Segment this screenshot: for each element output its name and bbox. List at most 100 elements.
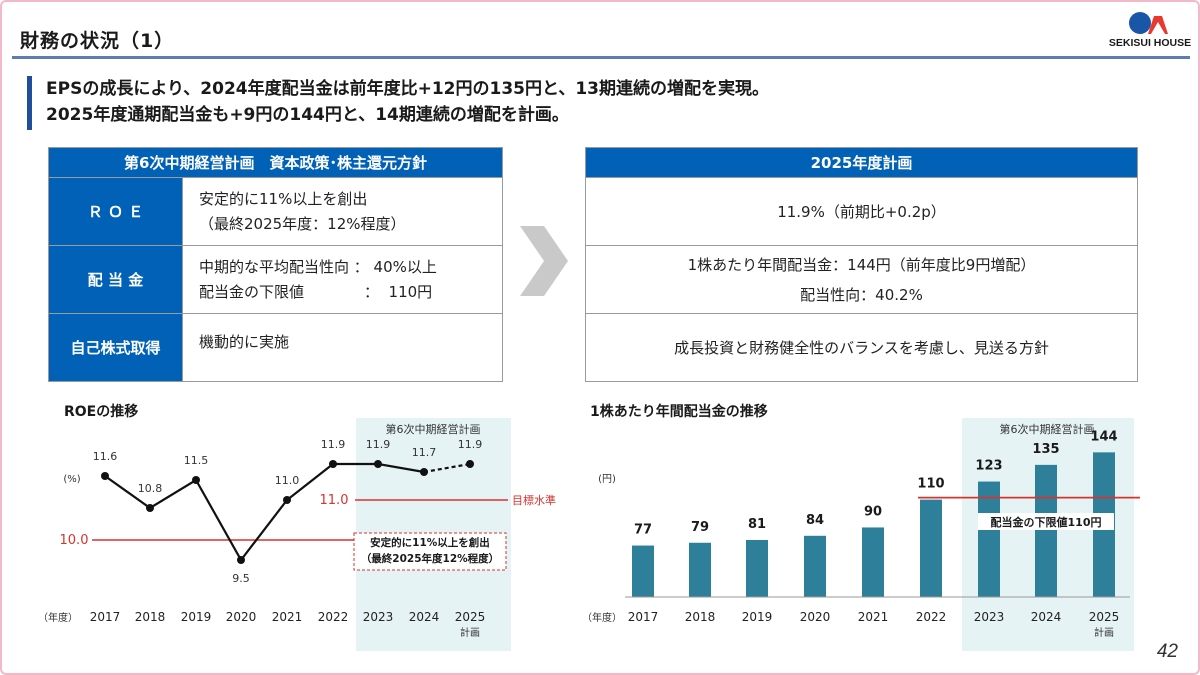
dividend-floor-label-bg <box>978 513 1114 530</box>
plan-table-header: 2025年度計画 <box>585 147 1138 178</box>
roe-point-2024 <box>420 468 428 476</box>
roe-x-unit-label: （年度） <box>38 611 78 624</box>
dividend-x-tick-2024: 2024 <box>1031 610 1062 624</box>
roe-value-label-2023: 11.9 <box>366 438 391 451</box>
roe-value-label-2024: 11.7 <box>412 446 437 459</box>
logo-text: SEKISUI HOUSE <box>1108 37 1192 49</box>
dividend-bar-2020 <box>804 535 826 597</box>
roe-policy-line-2: （最終2025年度：12%程度） <box>199 214 406 233</box>
sekisui-house-logo <box>1129 12 1168 34</box>
plan-dividend-line-1: 1株あたり年間配当金：144円（前年度比9円増配） <box>687 255 1036 274</box>
roe-value-label-2025: 11.9 <box>458 438 483 451</box>
dividend-x-tick-2025: 2025 <box>1089 610 1120 624</box>
headline-accent-bar <box>27 76 32 130</box>
dividend-value-label-2018: 79 <box>691 520 709 535</box>
dividend-x-tick-2017: 2017 <box>628 610 659 624</box>
roe-target-value-label: 11.0 <box>320 493 349 508</box>
title-underline <box>12 56 1190 59</box>
roe-policy-line-1: 安定的に11%以上を創出 <box>199 189 368 208</box>
dividend-bar-2019 <box>746 539 768 597</box>
dividend-unit-label: (円) <box>598 474 616 485</box>
roe-x-tick-2021: 2021 <box>272 610 303 624</box>
dividend-value-label-2020: 84 <box>806 513 824 528</box>
dividend-x-tick-2022: 2022 <box>916 610 947 624</box>
dividend-value-label-2025: 144 <box>1090 429 1117 444</box>
dividend-value-label-2022: 110 <box>917 477 944 492</box>
policy-row-label-dividend: 配 当 金 <box>48 245 183 314</box>
plan-row-dividend: 1株あたり年間配当金：144円（前年度比9円増配） 配当性向：40.2% <box>585 245 1138 314</box>
policy-row-value-dividend: 中期的な平均配当性向 ： 40%以上 配当金の下限値 ： 110円 <box>182 245 503 314</box>
roe-value-label-2019: 11.5 <box>184 454 209 467</box>
dividend-floor-label: 配当金の下限値110円 <box>991 515 1102 529</box>
roe-value-label-2017: 11.6 <box>93 450 118 463</box>
roe-point-2023 <box>374 460 382 468</box>
roe-note-line-2: （最終2025年度12%程度） <box>361 552 499 565</box>
dividend-value-label-2024: 135 <box>1032 442 1059 457</box>
dividend-bar-2024 <box>1035 464 1057 597</box>
roe-x-tick-2019: 2019 <box>181 610 212 624</box>
dividend-bar-2018 <box>689 542 711 597</box>
dividend-policy-line-2: 配当金の下限値 ： 110円 <box>199 282 433 301</box>
roe-point-2025 <box>466 460 474 468</box>
dividend-policy-line-1: 中期的な平均配当性向 ： 40%以上 <box>199 257 437 276</box>
roe-x-tick-2018: 2018 <box>135 610 166 624</box>
plan-dividend-line-2: 配当性向：40.2% <box>800 285 923 304</box>
roe-value-label-2018: 10.8 <box>138 482 163 495</box>
roe-unit-label: (%) <box>63 474 80 485</box>
roe-point-2017 <box>101 472 109 480</box>
roe-point-2021 <box>283 496 291 504</box>
headline: EPSの成長により、2024年度配当金は前年度比+12円の135円と、13期連続… <box>46 76 769 128</box>
dividend-x-unit-label: （年度） <box>582 611 622 624</box>
roe-x-tick-2017: 2017 <box>90 610 121 624</box>
roe-point-2018 <box>146 504 154 512</box>
roe-note-box <box>353 532 507 571</box>
logo-circle-icon <box>1129 12 1151 34</box>
dividend-bar-2022 <box>920 499 942 597</box>
roe-reference-label-10: 10.0 <box>60 533 89 548</box>
buyback-policy-line-1: 機動的に実施 <box>199 333 290 351</box>
roe-series-line-2024 <box>377 462 425 474</box>
dividend-value-label-2021: 90 <box>864 504 882 519</box>
roe-point-2022 <box>329 460 337 468</box>
roe-note-line-1: 安定的に11%以上を創出 <box>370 536 490 549</box>
dividend-x-sublabel-2025: 計画 <box>1094 626 1114 639</box>
dividend-plan-band-label: 第6次中期経営計画 <box>1000 422 1095 436</box>
dividend-bar-2023 <box>978 481 1000 597</box>
policy-row-value-buyback: 機動的に実施 <box>182 313 503 382</box>
roe-section-title: ROEの推移 <box>64 404 139 420</box>
plan-buyback-line: 成長投資と財務健全性のバランスを考慮し、見送る方針 <box>674 338 1049 357</box>
roe-x-tick-2020: 2020 <box>226 610 257 624</box>
dividend-value-label-2017: 77 <box>634 523 652 538</box>
dividend-value-label-2019: 81 <box>748 517 766 532</box>
roe-plan-band-label: 第6次中期経営計画 <box>386 422 481 436</box>
roe-point-2019 <box>192 476 200 484</box>
policy-row-label-roe: Ｒ Ｏ Ｅ <box>48 177 183 246</box>
policy-row-value-roe: 安定的に11%以上を創出 （最終2025年度：12%程度） <box>182 177 503 246</box>
dividend-section-title: 1株あたり年間配当金の推移 <box>590 404 768 420</box>
roe-x-tick-2023: 2023 <box>363 610 394 624</box>
roe-x-tick-2025: 2025 <box>455 610 486 624</box>
dividend-x-tick-2018: 2018 <box>685 610 716 624</box>
roe-point-2020 <box>237 556 245 564</box>
dividend-x-tick-2020: 2020 <box>800 610 831 624</box>
headline-line-1: EPSの成長により、2024年度配当金は前年度比+12円の135円と、13期連続… <box>46 79 769 99</box>
dividend-value-label-2023: 123 <box>975 459 1002 474</box>
chevron-right-icon <box>520 226 568 296</box>
page-number: 42 <box>1156 641 1178 662</box>
dividend-bar-2021 <box>862 527 884 597</box>
policy-table-header: 第6次中期経営計画 資本政策･株主還元方針 <box>48 147 503 178</box>
plan-row-buyback: 成長投資と財務健全性のバランスを考慮し、見送る方針 <box>585 313 1138 382</box>
roe-target-note-label: 目標水準 <box>512 493 556 507</box>
roe-x-sublabel-2025: 計画 <box>460 626 480 639</box>
dividend-x-tick-2021: 2021 <box>858 610 889 624</box>
plan-table: 2025年度計画 11.9%（前期比+0.2p） 1株あたり年間配当金：144円… <box>585 147 1138 382</box>
roe-series-line-plan <box>423 462 471 474</box>
policy-row-label-buyback: 自己株式取得 <box>48 313 183 382</box>
dividend-x-tick-2023: 2023 <box>974 610 1005 624</box>
page-title: 財務の状況（1） <box>20 30 175 52</box>
roe-value-label-2021: 11.0 <box>275 474 300 487</box>
roe-x-tick-2022: 2022 <box>318 610 349 624</box>
